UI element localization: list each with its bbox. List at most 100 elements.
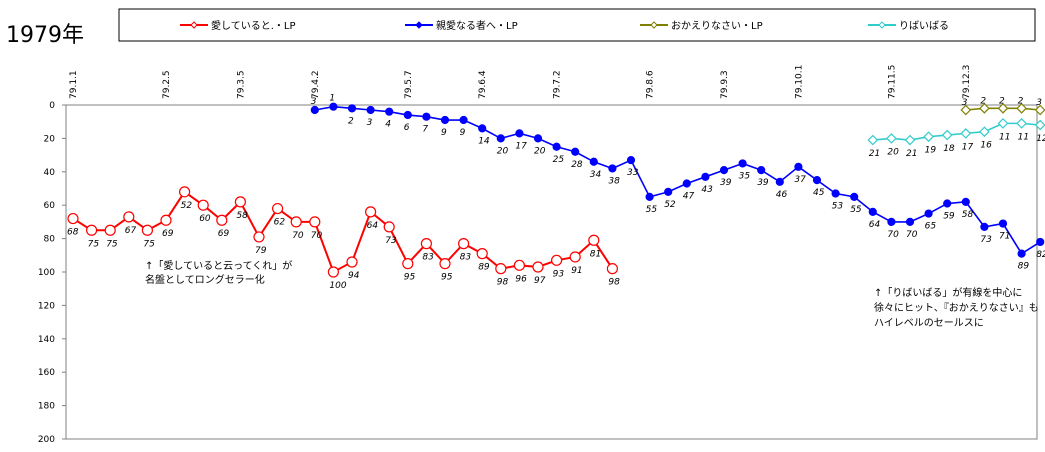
series-line: [872, 122, 1041, 141]
data-label: 11: [1018, 132, 1029, 142]
data-label: 4: [385, 120, 391, 130]
data-label: 55: [646, 205, 658, 215]
data-point: [924, 209, 933, 218]
annotation-right-line3: ハイレベルのセールスに: [874, 317, 984, 329]
data-point: [310, 105, 319, 115]
data-point: [905, 217, 915, 226]
data-label: 52: [181, 201, 193, 211]
data-point: [216, 214, 228, 226]
data-point: [1017, 249, 1026, 258]
data-point: [478, 124, 487, 133]
data-point: [85, 224, 98, 236]
data-label: 91: [571, 266, 582, 276]
data-point: [532, 261, 544, 273]
data-point: [1034, 104, 1045, 116]
data-label: 2: [1018, 96, 1024, 106]
data-point: [812, 176, 822, 185]
data-point: [422, 112, 431, 121]
date-axis: 79.1.1 79.2.5 79.3.5 79.4.2 79.5.7 79.6.4 79.7…: [69, 65, 972, 99]
date-tick-label: 79.7.2: [553, 70, 563, 99]
data-point: [606, 263, 619, 275]
data-point: [682, 179, 691, 188]
series-3: 21 20 21 19 18 17 16 11 11 12: [867, 118, 1045, 159]
data-label: 58: [236, 211, 248, 221]
data-label: 95: [404, 273, 416, 283]
data-point: [234, 196, 246, 208]
data-point: [701, 172, 710, 181]
data-label: 16: [980, 141, 992, 151]
annotation-left-line2: 名盤としてロングセラー化: [145, 273, 265, 286]
data-point: [515, 129, 524, 138]
data-label: 11: [999, 132, 1010, 142]
data-label: 20: [887, 147, 899, 157]
data-point: [329, 102, 338, 111]
y-tick-label: 0: [49, 101, 55, 111]
series-1: 3 12 3 4 6 7 9 91420172025283438335552474339353…: [310, 94, 1045, 272]
data-label: 73: [980, 235, 992, 245]
data-point: [738, 159, 747, 168]
data-label: 64: [367, 221, 379, 231]
data-point: [309, 216, 321, 228]
data-point: [664, 187, 673, 196]
data-label: 70: [292, 231, 304, 241]
annotation-right-line1: ↑「りばいばる」が有線を中心に: [874, 286, 1022, 299]
data-label: 47: [683, 191, 695, 201]
data-label: 94: [348, 271, 360, 281]
data-point: [923, 131, 934, 143]
data-point: [998, 219, 1008, 228]
date-tick-label: 79.3.5: [236, 70, 246, 99]
data-point: [626, 156, 636, 165]
data-point: [589, 157, 598, 166]
data-point: [550, 254, 563, 266]
y-tick-label: 200: [38, 435, 55, 445]
legend-marker: [650, 21, 658, 29]
data-label: 70: [311, 231, 323, 241]
data-point: [569, 251, 581, 263]
data-label: 95: [441, 273, 453, 283]
data-label: 6: [404, 123, 410, 133]
data-label: 2: [999, 96, 1005, 106]
data-point: [867, 134, 879, 146]
data-label: 98: [497, 278, 509, 288]
date-tick-label: 79.12.3: [962, 65, 972, 99]
data-point: [197, 199, 209, 211]
data-label: 3: [367, 118, 373, 128]
data-point: [495, 263, 507, 275]
data-point: [979, 126, 990, 138]
data-label: 2: [980, 96, 986, 106]
data-point: [104, 224, 116, 236]
data-point: [961, 197, 970, 206]
data-label: 83: [422, 253, 434, 263]
data-label: 100: [329, 281, 346, 291]
data-label: 14: [478, 136, 490, 146]
data-label: 45: [813, 188, 825, 198]
data-point: [290, 216, 302, 228]
legend-marker: [415, 21, 423, 29]
chart-title: 1979年: [6, 23, 84, 48]
data-point: [868, 207, 877, 216]
plot-area: [65, 104, 1038, 440]
data-point: [160, 214, 172, 226]
data-point: [365, 206, 377, 218]
data-point: [123, 211, 135, 223]
data-point: [757, 166, 766, 175]
data-point: [458, 238, 470, 250]
data-label: 21: [869, 149, 880, 159]
data-point: [141, 224, 153, 236]
data-point: [997, 102, 1009, 114]
data-point: [67, 212, 79, 225]
data-point: [253, 231, 265, 243]
data-label: 39: [720, 178, 732, 188]
data-point: [941, 129, 953, 141]
data-point: [420, 238, 432, 250]
data-label: 69: [218, 229, 230, 239]
data-label: 89: [478, 263, 490, 273]
date-tick-label: 79.6.4: [478, 70, 488, 99]
data-label: 34: [590, 170, 602, 180]
data-label: 7: [422, 125, 428, 135]
data-point: [571, 147, 580, 156]
data-label: 59: [943, 212, 955, 222]
data-label: 73: [385, 236, 397, 246]
